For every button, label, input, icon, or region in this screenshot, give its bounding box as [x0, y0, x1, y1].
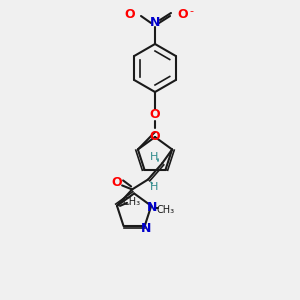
- Text: -: -: [189, 6, 193, 16]
- Text: N: N: [150, 16, 160, 28]
- Text: CH₃: CH₃: [123, 197, 141, 207]
- Text: H: H: [150, 182, 158, 192]
- Text: H: H: [150, 152, 158, 162]
- Text: N: N: [140, 221, 151, 235]
- Text: O: O: [112, 176, 122, 189]
- Text: O: O: [150, 109, 160, 122]
- Text: N: N: [147, 201, 158, 214]
- Text: O: O: [150, 130, 160, 143]
- Text: O: O: [125, 8, 135, 22]
- Text: O: O: [178, 8, 188, 20]
- Text: CH₃: CH₃: [156, 205, 174, 215]
